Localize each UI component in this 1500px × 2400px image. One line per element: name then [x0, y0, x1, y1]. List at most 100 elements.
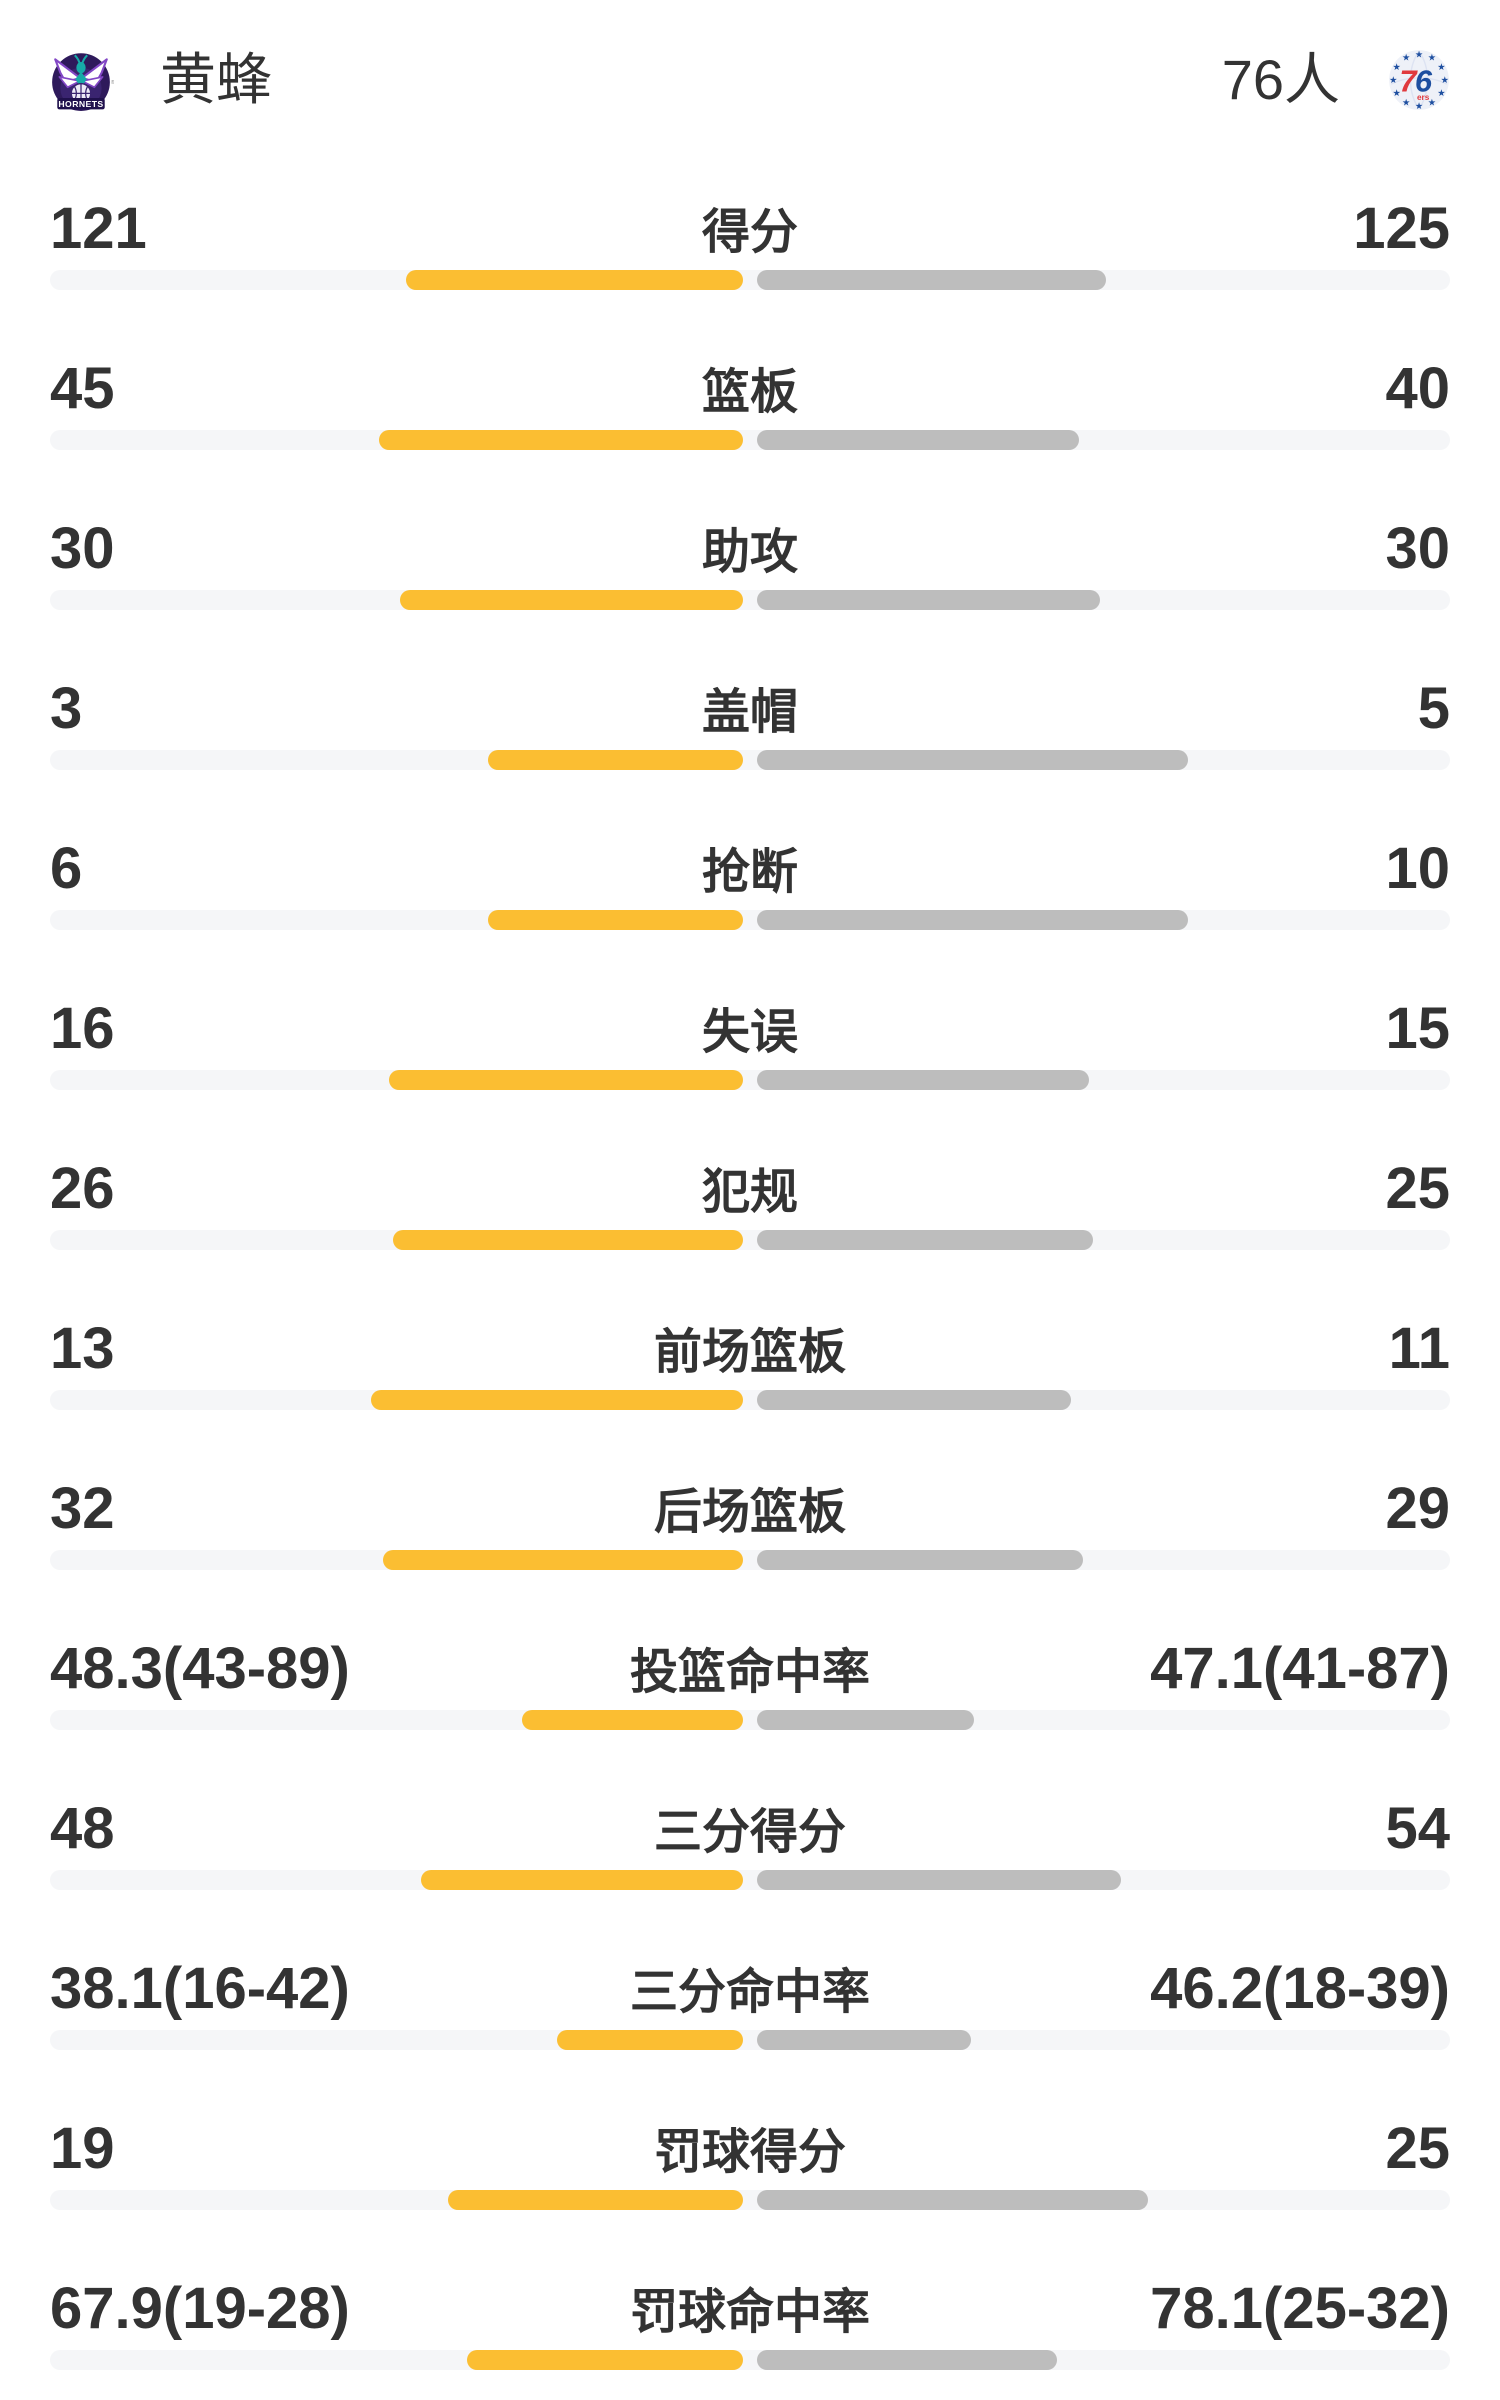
stat-right-value: 54 [1385, 1796, 1450, 1861]
stat-bar-track [50, 1390, 1450, 1410]
stat-bar-left [393, 1230, 743, 1250]
stat-row: 3 盖帽 5 [0, 640, 1500, 800]
stat-right-value: 125 [1353, 196, 1450, 261]
stat-right-value: 30 [1385, 516, 1450, 581]
stat-bar-right [757, 270, 1106, 290]
team-right: 76人 ★ ★ ★ ★ ★ ★ ★ ★ ★ ★ ★ ★ 7 6 ers [1222, 47, 1452, 113]
stat-row: 16 失误 15 [0, 960, 1500, 1120]
team-left: HORNETS ® 黄蜂 [48, 47, 272, 113]
stat-right-value: 29 [1385, 1476, 1450, 1541]
stat-text-line: 3 盖帽 5 [0, 640, 1500, 738]
stat-text-line: 67.9(19-28) 罚球命中率 78.1(25-32) [0, 2240, 1500, 2338]
stat-bar-left [420, 1870, 743, 1890]
stat-label: 助攻 [701, 526, 798, 579]
stat-bar-right [757, 750, 1188, 770]
stat-bar-right [757, 910, 1188, 930]
sixers-seven: 7 [1399, 63, 1418, 98]
stat-right-value: 46.2(18-39) [1150, 1956, 1450, 2021]
svg-text:★: ★ [1428, 53, 1436, 63]
stat-row: 48.3(43-89) 投篮命中率 47.1(41-87) [0, 1600, 1500, 1760]
stat-label: 三分命中率 [629, 1966, 870, 2019]
stat-left-value: 67.9(19-28) [50, 2276, 350, 2341]
stat-text-line: 26 犯规 25 [0, 1120, 1500, 1218]
stat-bar-left [382, 1550, 743, 1570]
stat-right-value: 47.1(41-87) [1150, 1636, 1450, 1701]
stat-bar-track [50, 1710, 1450, 1730]
svg-text:★: ★ [1441, 75, 1449, 85]
stat-right-value: 5 [1417, 676, 1450, 741]
stat-left-value: 45 [50, 356, 115, 421]
stat-left-value: 48 [50, 1796, 115, 1861]
stat-bar-track [50, 430, 1450, 450]
stat-bar-track [50, 2190, 1450, 2210]
stat-left-value: 26 [50, 1156, 115, 1221]
stat-row: 38.1(16-42) 三分命中率 46.2(18-39) [0, 1920, 1500, 2080]
team-name-left: 黄蜂 [160, 48, 272, 111]
stat-row: 45 篮板 40 [0, 320, 1500, 480]
stat-bar-right [757, 1390, 1071, 1410]
stat-right-value: 25 [1385, 2116, 1450, 2181]
stat-bar-right [757, 430, 1080, 450]
svg-text:★: ★ [1437, 62, 1445, 72]
stat-bar-right [757, 2190, 1148, 2210]
stat-bar-track [50, 2030, 1450, 2050]
stat-label: 抢断 [701, 846, 798, 899]
stat-bar-left [466, 2350, 743, 2370]
stat-row: 121 得分 125 [0, 160, 1500, 320]
stat-left-value: 3 [50, 676, 83, 741]
svg-text:★: ★ [1392, 88, 1400, 98]
stat-bar-track [50, 1230, 1450, 1250]
stat-label: 前场篮板 [653, 1326, 846, 1379]
stat-text-line: 32 后场篮板 29 [0, 1440, 1500, 1538]
stat-right-value: 78.1(25-32) [1150, 2276, 1450, 2341]
stat-row: 19 罚球得分 25 [0, 2080, 1500, 2240]
svg-text:★: ★ [1415, 49, 1423, 59]
hornets-wordmark: HORNETS [58, 99, 103, 109]
stat-right-value: 40 [1385, 356, 1450, 421]
hornets-logo: HORNETS ® [52, 53, 114, 111]
stat-left-value: 48.3(43-89) [50, 1636, 350, 1701]
stat-right-value: 10 [1385, 836, 1450, 901]
stat-right-value: 15 [1385, 996, 1450, 1061]
stat-bar-left [400, 590, 743, 610]
stat-text-line: 121 得分 125 [0, 160, 1500, 258]
stat-bar-right [757, 1070, 1089, 1090]
stat-label: 篮板 [701, 366, 798, 419]
stat-row: 32 后场篮板 29 [0, 1440, 1500, 1600]
stat-bar-track [50, 910, 1450, 930]
stat-text-line: 45 篮板 40 [0, 320, 1500, 418]
svg-text:★: ★ [1389, 75, 1397, 85]
header: HORNETS ® 黄蜂 76人 ★★★ ★★★ ★★★ ★★★ 7 6 ers [0, 0, 1500, 160]
stat-label: 后场篮板 [653, 1486, 846, 1539]
sixers-six: 6 [1415, 63, 1433, 98]
team-name-right: 76人 [1221, 48, 1340, 111]
star-ring-icon: ★★★ ★★★ ★★★ ★ ★★ [1389, 49, 1449, 111]
stat-bar-track [50, 1870, 1450, 1890]
stat-text-line: 6 抢断 10 [0, 800, 1500, 898]
stat-bar-right [757, 2350, 1057, 2370]
stats-list: 121 得分 125 45 篮板 40 30 助攻 30 [0, 160, 1500, 2400]
stat-text-line: 48 三分得分 54 [0, 1760, 1500, 1858]
stat-label: 投篮命中率 [629, 1646, 870, 1699]
stat-bar-left [379, 430, 743, 450]
stat-left-value: 6 [50, 836, 83, 901]
stat-bar-track [50, 750, 1450, 770]
svg-text:★: ★ [1402, 53, 1410, 63]
stat-right-value: 25 [1385, 1156, 1450, 1221]
stat-left-value: 121 [50, 196, 147, 261]
stat-label: 罚球命中率 [629, 2286, 870, 2339]
stat-bar-left [487, 750, 743, 770]
stat-bar-track [50, 590, 1450, 610]
svg-text:★: ★ [1402, 97, 1410, 107]
stat-label: 得分 [701, 206, 798, 259]
stat-left-value: 13 [50, 1316, 115, 1381]
stat-bar-right [757, 590, 1100, 610]
stat-right-value: 11 [1388, 1316, 1450, 1381]
stat-bar-left [370, 1390, 743, 1410]
stat-bar-track [50, 2350, 1450, 2370]
stat-bar-right [757, 2030, 972, 2050]
stat-left-value: 38.1(16-42) [50, 1956, 350, 2021]
stat-text-line: 38.1(16-42) 三分命中率 46.2(18-39) [0, 1920, 1500, 2018]
stat-label: 失误 [701, 1006, 798, 1059]
svg-text:★: ★ [1428, 97, 1436, 107]
